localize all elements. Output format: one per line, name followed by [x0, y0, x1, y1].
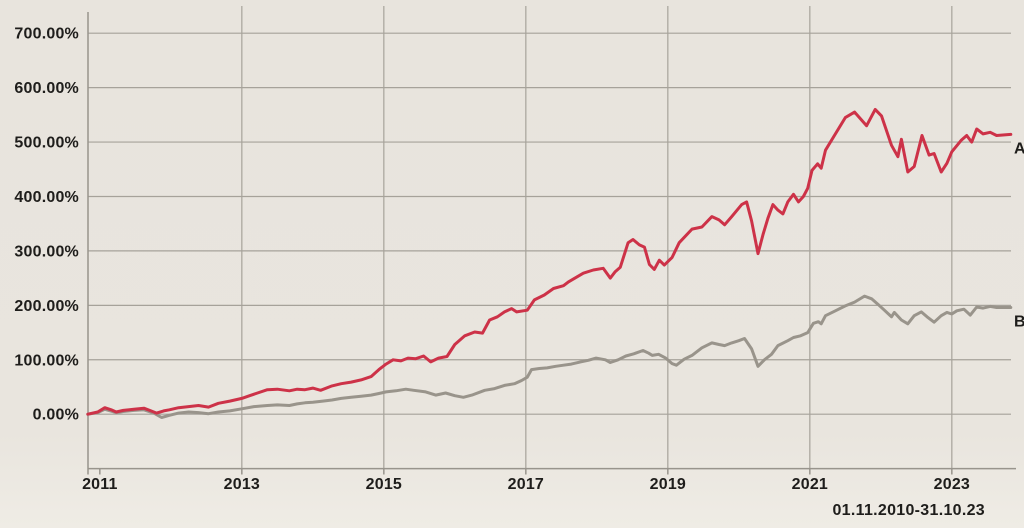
x-axis-label: 2015 — [366, 476, 402, 493]
axis-labels: 0.00% 100.00% 200.00% 300.00% 400.00% 500.00%… — [14, 26, 1024, 493]
y-axis-label: 600.00% — [14, 80, 79, 97]
period-label: 01.11.2010-31.10.23 — [832, 502, 985, 519]
gridlines — [88, 6, 1011, 469]
y-axis-label: 500.00% — [14, 135, 79, 152]
x-axis-label: 2023 — [934, 476, 970, 493]
series-a-label: A — [1014, 140, 1024, 157]
axes — [87, 12, 1016, 475]
y-axis-label: 100.00% — [14, 352, 79, 369]
series-lines — [86, 107, 1013, 419]
x-axis-label: 2017 — [508, 476, 544, 493]
x-axis-label: 2019 — [650, 476, 686, 493]
series-b-line — [86, 294, 1013, 419]
x-axis-label: 2021 — [792, 476, 828, 493]
y-axis-label: 400.00% — [14, 189, 79, 206]
y-axis-label: 700.00% — [14, 26, 79, 43]
y-axis-label: 200.00% — [14, 298, 79, 315]
x-axis-label: 2013 — [224, 476, 260, 493]
series-b-label: B — [1014, 314, 1024, 331]
y-axis-label: 300.00% — [14, 243, 79, 260]
y-axis-label: 0.00% — [33, 407, 79, 424]
series-a-line — [86, 107, 1013, 416]
x-axis-label: 2011 — [82, 476, 118, 493]
